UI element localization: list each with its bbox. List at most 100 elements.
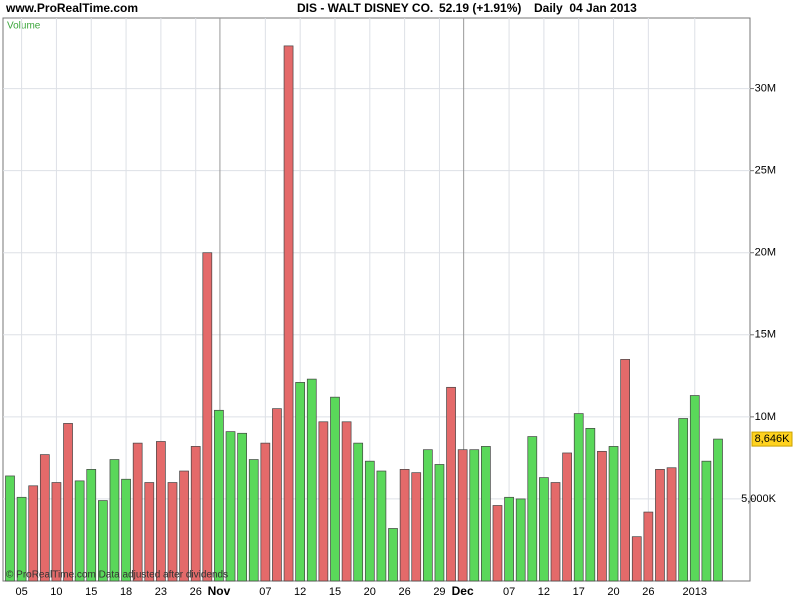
bar [144, 482, 155, 582]
bar [422, 449, 433, 582]
bar [492, 505, 503, 582]
x-tick-label: 26 [398, 586, 410, 598]
last-value-label: 8,646K [755, 433, 791, 445]
bar [399, 469, 410, 582]
bar [434, 464, 445, 582]
bar [109, 459, 120, 582]
bar [341, 421, 352, 582]
x-tick-label: 29 [433, 586, 445, 598]
bar [202, 252, 213, 582]
x-tick-label: 15 [85, 586, 97, 598]
bar [132, 442, 143, 582]
x-tick-label: 20 [607, 586, 619, 598]
bar [446, 386, 456, 582]
bar [190, 446, 201, 582]
y-tick-label: 15M [755, 329, 776, 341]
bar [585, 427, 596, 582]
x-tick-label: 26 [190, 586, 202, 598]
site: www.ProRealTime.com [5, 1, 138, 15]
x-tick-label: Dec [452, 584, 474, 598]
bar [98, 500, 108, 582]
panel-label: Volume [7, 21, 41, 32]
price: 52.19 (+1.91%) [439, 1, 521, 15]
bar [121, 478, 131, 582]
grid [3, 18, 750, 581]
bar [678, 418, 689, 582]
x-tick-label: 18 [120, 586, 132, 598]
bar [86, 469, 97, 582]
bar [469, 449, 480, 582]
bar [283, 45, 294, 582]
x-tick-label: 12 [538, 586, 550, 598]
bar [318, 421, 329, 582]
bar [260, 442, 271, 582]
bar [562, 452, 572, 582]
y-tick-label: 25M [755, 165, 776, 177]
bar [643, 511, 654, 582]
bar [515, 498, 526, 582]
bar [353, 442, 364, 582]
bar [666, 467, 677, 582]
bar [272, 408, 282, 582]
bar [364, 460, 375, 582]
subtitle: Daily 04 Jan 2013 [534, 1, 637, 15]
x-tick-label: 20 [364, 586, 376, 598]
bar [63, 423, 73, 582]
bar [179, 470, 189, 582]
bar [701, 460, 712, 582]
bar [539, 477, 549, 582]
y-tick-label: 20M [755, 247, 776, 259]
last-value-box [751, 431, 793, 447]
bar [550, 482, 561, 582]
bar [481, 446, 491, 582]
y-tick-label: 30M [755, 82, 776, 94]
bar [248, 459, 259, 582]
bar [597, 450, 607, 582]
x-tick-label: Nov [208, 584, 231, 598]
bar [330, 396, 340, 582]
x-tick-label: 05 [15, 586, 27, 598]
y-tick-label: 5,000K [741, 493, 777, 505]
bar [39, 454, 50, 582]
bar [214, 409, 224, 582]
chart-title: DIS - WALT DISNEY CO. [297, 1, 433, 15]
bars [5, 45, 723, 582]
bar [74, 480, 85, 582]
bar [527, 436, 538, 582]
bar [620, 359, 630, 582]
x-tick-label: 26 [642, 586, 654, 598]
bar [306, 378, 317, 582]
bar [51, 482, 62, 582]
bar [504, 496, 514, 582]
x-tick-label: 12 [294, 586, 306, 598]
bar [237, 432, 247, 582]
bar [16, 496, 27, 582]
x-tick-label: 07 [503, 586, 515, 598]
footer: © ProRealTime.com Data adjusted after di… [6, 570, 228, 581]
bar [225, 431, 236, 582]
bar [631, 536, 642, 582]
bar [713, 438, 723, 582]
bar [457, 449, 468, 582]
bar [689, 395, 700, 582]
bar [573, 413, 584, 582]
bar [655, 469, 665, 582]
y-tick-label: 10M [755, 411, 776, 423]
bar [608, 446, 619, 582]
x-tick-label: 17 [573, 586, 585, 598]
bar [28, 485, 39, 582]
x-tick-label: 23 [155, 586, 167, 598]
bar [376, 470, 387, 582]
bar [5, 475, 15, 582]
bar [156, 441, 166, 582]
x-tick-label: 10 [50, 586, 62, 598]
bar [411, 472, 422, 582]
x-tick-label: 2013 [683, 586, 707, 598]
bar [388, 528, 398, 582]
bar [167, 482, 178, 582]
bar [295, 382, 306, 582]
x-tick-label: 07 [259, 586, 271, 598]
x-tick-label: 15 [329, 586, 341, 598]
